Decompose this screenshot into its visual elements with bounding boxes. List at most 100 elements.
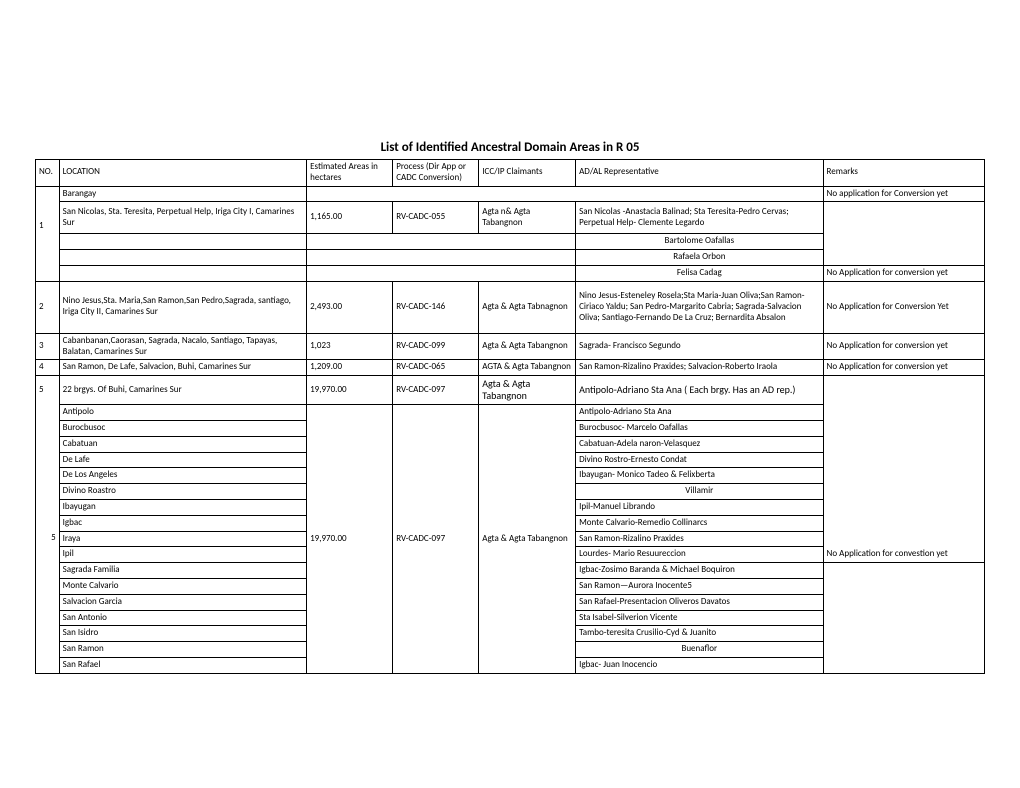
cell-rem: No Application for convestion yet [823, 405, 984, 563]
cell-loc: Cabatuan [59, 436, 306, 452]
cell-ad: Rafaela Orbon [576, 250, 823, 266]
cell-ad: Ipil-Manuel Librando [576, 499, 823, 515]
hdr-icc: ICC/IP Claimants [479, 160, 576, 187]
cell-loc: San Rafael [59, 657, 306, 673]
cell-ad: Antipolo-Adriano Sta Ana ( Each brgy. Ha… [576, 376, 823, 405]
cell-loc: Nino Jesus,Sta. Maria,San Ramon,San Pedr… [59, 281, 306, 333]
cell-rem [823, 563, 984, 674]
cell-est: 19,970.00 [307, 405, 393, 674]
cell-est: 1,209.00 [307, 360, 393, 376]
cell-ad: Nino Jesus-Esteneley Rosela;Sta Maria-Ju… [576, 281, 823, 333]
data-row-5: 5 22 brgys. Of Buhi, Camarines Sur 19,97… [36, 376, 985, 405]
cell-ad: San Ramon-Rizalino Praxides; Salvacion-R… [576, 360, 823, 376]
cell-proc: RV-CADC-097 [393, 376, 479, 405]
cell-blank [36, 186, 60, 202]
page-title: List of Identified Ancestral Domain Area… [35, 140, 985, 155]
cell-loc: Cabanbanan,Caorasan, Sagrada, Nacalo, Sa… [59, 333, 306, 360]
main-table: NO. LOCATION Estimated Areas in hectares… [35, 159, 985, 674]
cell-blank [479, 234, 576, 250]
data-row-1-sub3: Felisa Cadag No Application for conversi… [36, 265, 985, 281]
hdr-location: LOCATION [59, 160, 306, 187]
cell-blank [36, 234, 60, 250]
cell-loc: Antipolo [59, 405, 306, 421]
cell-ad: Ibayugan- Monico Tadeo & Felixberta [576, 468, 823, 484]
cell-ad: Villamir [576, 484, 823, 500]
data-row-1-sub2: Rafaela Orbon [36, 250, 985, 266]
cell-ad: Igbac- Juan Inocencio [576, 657, 823, 673]
cell-ad: Monte Calvario-Remedio Collinarcs [576, 515, 823, 531]
cell-ad: Igbac-Zosimo Baranda & Michael Boquiron [576, 563, 823, 579]
hdr-rem: Remarks [823, 160, 984, 187]
cell-est: 2,493.00 [307, 281, 393, 333]
cell-blank [479, 250, 576, 266]
cell-loc: San Ramon, De Lafe, Salvacion, Buhi, Cam… [59, 360, 306, 376]
cell-no: 1 [36, 202, 60, 234]
cell-icc: Agta & Agta Tabnagnon [479, 281, 576, 333]
cell-ad: San Ramon—Aurora Inocente5 [576, 578, 823, 594]
cell-no: 2 [36, 281, 60, 333]
hdr-no: NO. [36, 160, 60, 187]
hdr-ad: AD/AL Representative [576, 160, 823, 187]
data-row-1: 1 San Nicolas, Sta. Teresita, Perpetual … [36, 202, 985, 234]
cell-icc: AGTA & Agta Tabangnon [479, 360, 576, 376]
cell-blank [823, 250, 984, 266]
cell-rem: No Application for conversion yet [823, 333, 984, 360]
cell-ad: Cabatuan-Adela naron-Velasquez [576, 436, 823, 452]
cell-blank [393, 265, 479, 281]
cell-blank [59, 234, 306, 250]
cell-rem: No Application for conversion yet [823, 360, 984, 376]
cell-blank [36, 265, 60, 281]
cell-icc: Agta n& Agta Tabangnon [479, 202, 576, 234]
cell-blank [479, 186, 576, 202]
cell-loc: Iraya [59, 531, 306, 547]
cell-loc: San Nicolas, Sta. Teresita, Perpetual He… [59, 202, 306, 234]
data-row-3: 3 Cabanbanan,Caorasan, Sagrada, Nacalo, … [36, 333, 985, 360]
cell-loc: Sagrada Familia [59, 563, 306, 579]
cell-loc: Monte Calvario [59, 578, 306, 594]
cell-blank [393, 186, 479, 202]
cell-ad: Antipolo-Adriano Sta Ana [576, 405, 823, 421]
cell-blank [307, 186, 393, 202]
cell-blank [393, 250, 479, 266]
cell-est: 19,970.00 [307, 376, 393, 405]
cell-barangay: Barangay [59, 186, 306, 202]
barangay-row: Barangay No application for Conversion y… [36, 186, 985, 202]
cell-loc: Ipil [59, 547, 306, 563]
cell-blank [823, 234, 984, 250]
cell-blank [479, 265, 576, 281]
cell-rem: No application for Conversion yet [823, 186, 984, 202]
cell-blank [307, 265, 393, 281]
cell-loc: 22 brgys. Of Buhi, Camarines Sur [59, 376, 306, 405]
cell-ad: Sta Isabel-Silverion Vicente [576, 610, 823, 626]
cell-icc: Agta & Agta Tabangnon [479, 333, 576, 360]
data-row-2: 2 Nino Jesus,Sta. Maria,San Ramon,San Pe… [36, 281, 985, 333]
data-row-4: 4 San Ramon, De Lafe, Salvacion, Buhi, C… [36, 360, 985, 376]
cell-no: 3 [36, 333, 60, 360]
cell-est: 1,023 [307, 333, 393, 360]
cell-rem: No Application for conversion yet [823, 265, 984, 281]
cell-blank [393, 234, 479, 250]
cell-proc: RV-CADC-097 [393, 405, 479, 674]
cell-loc: De Lafe [59, 452, 306, 468]
hdr-proc: Process (Dir App or CADC Conversion) [393, 160, 479, 187]
cell-ad: Burocbusoc- Marcelo Oafallas [576, 420, 823, 436]
cell-ad: Tambo-teresita Crusilio-Cyd & Juanito [576, 626, 823, 642]
cell-loc: Salvacion Garcia [59, 594, 306, 610]
cell-proc: RV-CADC-055 [393, 202, 479, 234]
cell-rem [823, 202, 984, 234]
cell-ad: Felisa Cadag [576, 265, 823, 281]
cell-loc: Divino Roastro [59, 484, 306, 500]
cell-ad: San Nicolas -Anastacia Balinad; Sta Tere… [576, 202, 823, 234]
cell-blank [36, 250, 60, 266]
cell-blank [59, 265, 306, 281]
cell-ad: Divino Rostro-Ernesto Condat [576, 452, 823, 468]
cell-no: 4 [36, 360, 60, 376]
cell-ad: Lourdes- Mario Resuureccion [576, 547, 823, 563]
cell-ad: Sagrada- Francisco Segundo [576, 333, 823, 360]
cell-blank [307, 250, 393, 266]
cell-icc: Agta & Agta Tabangnon [479, 405, 576, 674]
cell-ad: San Ramon-Rizalino Praxides [576, 531, 823, 547]
cell-ad: Bartolome Oafallas [576, 234, 823, 250]
cell-ad: Buenaflor [576, 642, 823, 658]
cell-loc: San Isidro [59, 626, 306, 642]
